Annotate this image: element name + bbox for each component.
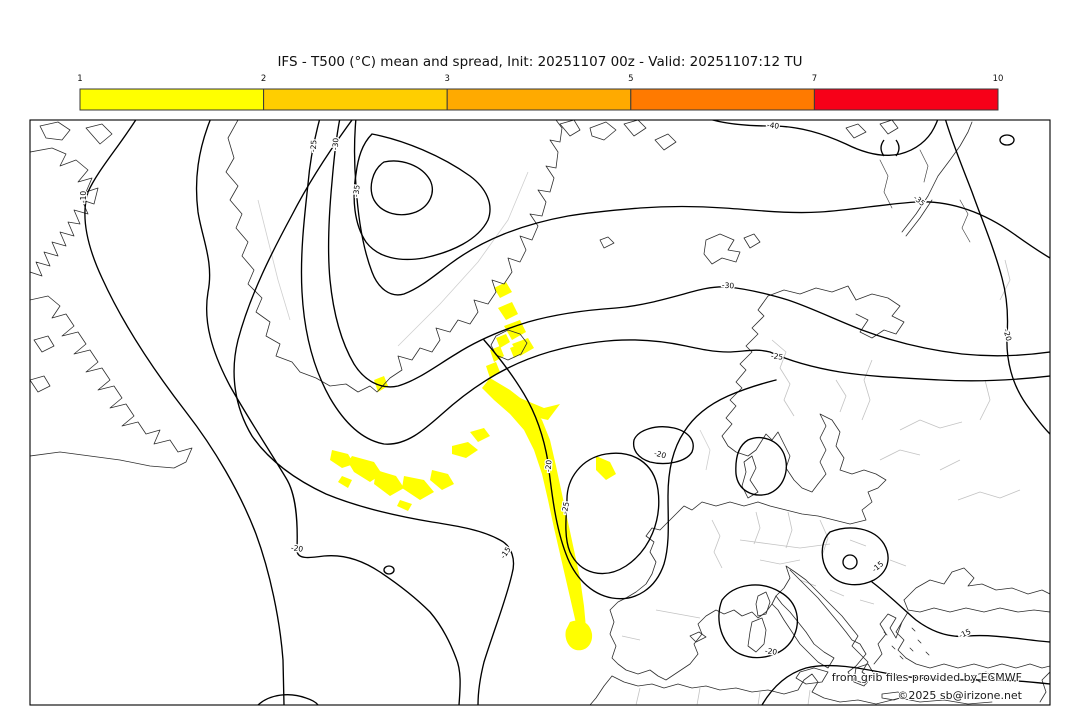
contour-label: -20 [290,543,304,554]
temperature-contours-layer [84,120,1050,705]
colorbar-tick-label: 1 [77,74,82,84]
attribution-source: from grib files provided by ECMWF [832,671,1022,684]
contour-label: -25 [770,351,784,362]
colorbar-tick-label: 7 [812,74,817,84]
colorbar-segment [630,88,815,111]
colorbar-segment [263,88,448,111]
contour-label: -35 [351,184,361,197]
colorbar-segment [813,88,999,111]
spread-colorbar: 1 2 3 5 7 10 [77,74,1004,111]
colorbar-segment [446,88,632,111]
country-borders-layer [257,171,1021,705]
colorbar-tick-label: 2 [261,74,266,84]
spread-shading-layer [330,282,616,651]
contour-label: -30 [722,281,735,291]
attribution-copyright: ©2025 sb@irizone.net [897,689,1022,702]
colorbar-tick-label: 3 [444,74,449,84]
colorbar-tick-label: 5 [628,74,633,84]
contour-label: -30 [331,137,341,150]
contour-label: -20 [764,646,778,657]
contour-label: -10 [79,191,88,203]
contour-label: -40 [766,120,780,131]
colorbar-tick-label: 10 [993,74,1004,84]
contour-label: -20 [543,459,553,472]
colorbar-segment [79,88,265,111]
contour-label: -25 [560,501,571,515]
contour-label: -25 [309,139,319,152]
chart-title: IFS - T500 (°C) mean and spread, Init: 2… [277,54,802,70]
